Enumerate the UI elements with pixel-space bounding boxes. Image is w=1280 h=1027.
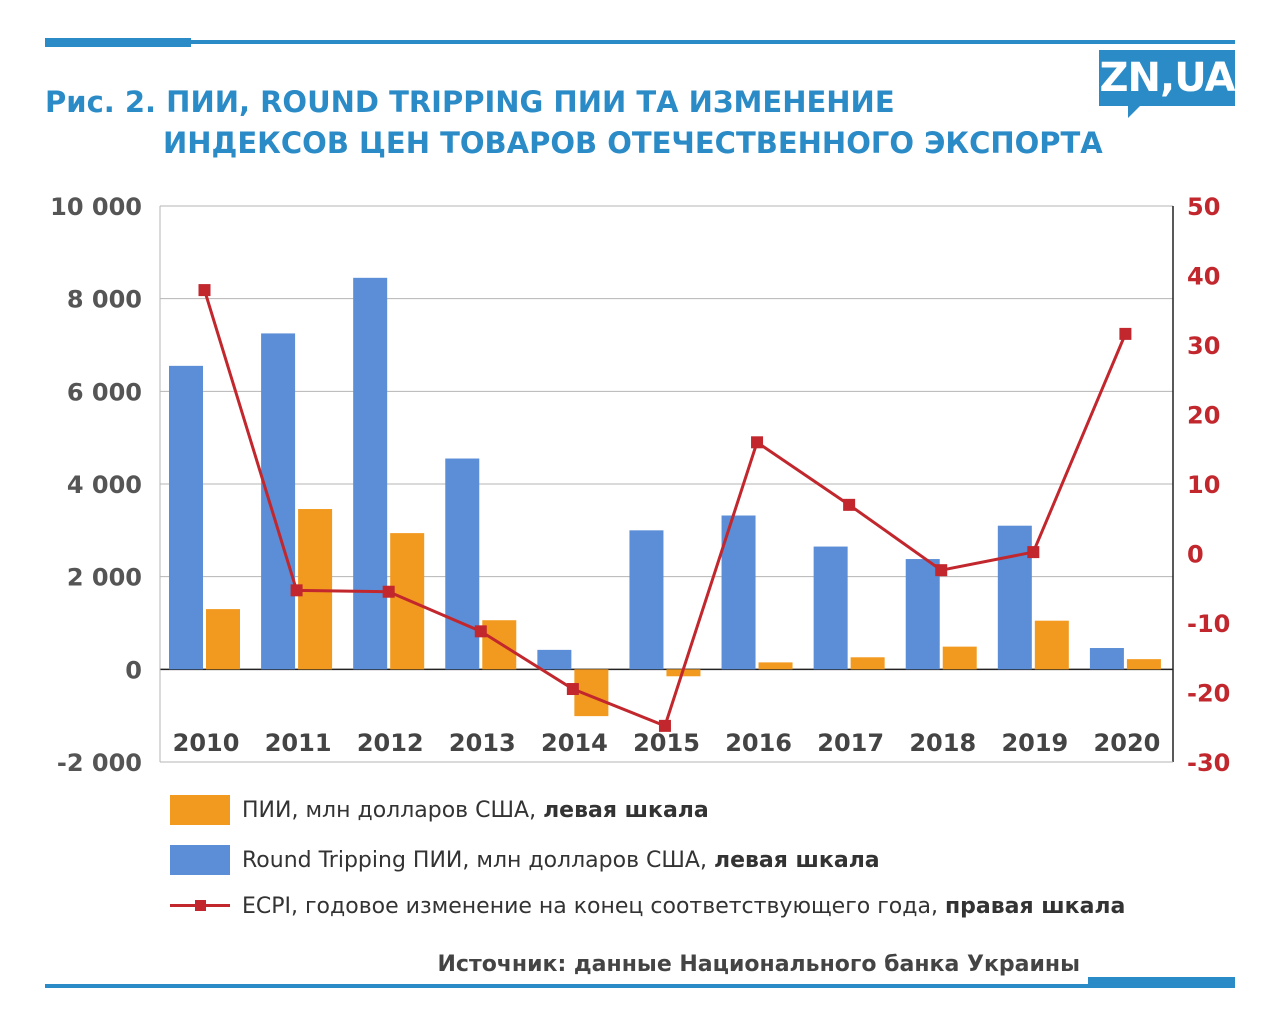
y-right-tick-label: 10 xyxy=(1187,471,1220,499)
bar-fdi xyxy=(942,646,977,670)
y-left-tick-label: 4 000 xyxy=(67,471,142,499)
bar-fdi xyxy=(850,657,885,670)
y-right-tick-label: 30 xyxy=(1187,332,1220,360)
bar-round-tripping xyxy=(629,530,664,670)
legend-item-fdi: ПИИ, млн долларов США, левая шкала xyxy=(170,793,1220,827)
legend-scale-fdi: левая шкала xyxy=(543,797,709,823)
legend-item-ecpi: ECPI, годовое изменение на конец соответ… xyxy=(170,889,1220,923)
x-tick-label: 2013 xyxy=(449,729,516,757)
bar-fdi xyxy=(206,609,240,670)
x-tick-label: 2018 xyxy=(909,729,976,757)
x-tick-label: 2017 xyxy=(817,729,884,757)
bar-fdi xyxy=(482,620,517,670)
bottom-rule xyxy=(45,984,1235,988)
ecpi-point xyxy=(935,564,948,577)
bar-fdi xyxy=(1034,620,1069,670)
bar-round-tripping xyxy=(997,525,1032,670)
x-tick-label: 2011 xyxy=(265,729,332,757)
ecpi-point xyxy=(382,585,395,598)
y-left-tick-label: -2 000 xyxy=(57,749,142,777)
x-tick-label: 2016 xyxy=(725,729,792,757)
ecpi-point xyxy=(474,625,487,638)
ecpi-point xyxy=(751,436,764,449)
chart-title: Рис. 2. ПИИ, ROUND TRIPPING ПИИ ТА ИЗМЕН… xyxy=(45,82,1105,164)
source-note: Источник: данные Национального банка Укр… xyxy=(437,952,1080,977)
bar-round-tripping xyxy=(445,458,480,670)
y-left-tick-label: 8 000 xyxy=(67,286,142,314)
x-tick-label: 2010 xyxy=(173,729,240,757)
ecpi-point xyxy=(1119,327,1132,340)
y-right-tick-label: 50 xyxy=(1187,193,1220,221)
legend-marker-ecpi xyxy=(195,900,206,911)
y-left-tick-label: 6 000 xyxy=(67,378,142,406)
legend-scale-round-tripping: левая шкала xyxy=(713,847,880,873)
legend-item-round-tripping: Round Tripping ПИИ, млн долларов США, ле… xyxy=(170,843,1220,877)
y-right-tick-label: 0 xyxy=(1187,541,1204,569)
y-left-tick-label: 10 000 xyxy=(50,193,142,221)
x-tick-label: 2019 xyxy=(1001,729,1068,757)
y-right-tick-label: -10 xyxy=(1187,610,1230,638)
legend-label-fdi: ПИИ, млн долларов США, левая шкала xyxy=(242,797,709,823)
legend-label-ecpi: ECPI, годовое изменение на конец соответ… xyxy=(242,893,1126,919)
bar-round-tripping xyxy=(721,515,756,670)
x-tick-label: 2015 xyxy=(633,729,700,757)
ecpi-point xyxy=(1027,546,1040,559)
ecpi-point xyxy=(843,498,856,511)
top-rule-accent xyxy=(45,38,191,47)
x-tick-label: 2012 xyxy=(357,729,424,757)
bar-round-tripping xyxy=(353,277,388,670)
bar-round-tripping xyxy=(169,365,203,670)
zn-ua-logo: ZN,UA xyxy=(1099,50,1235,106)
x-tick-label: 2020 xyxy=(1094,729,1161,757)
ecpi-point xyxy=(658,719,671,732)
y-right-tick-label: 40 xyxy=(1187,263,1220,291)
top-rule xyxy=(45,40,1235,44)
y-right-tick-label: -30 xyxy=(1187,749,1230,777)
bar-round-tripping xyxy=(261,333,296,670)
legend-label-round-tripping: Round Tripping ПИИ, млн долларов США, ле… xyxy=(242,847,880,873)
bar-round-tripping xyxy=(1089,648,1124,670)
ecpi-point xyxy=(566,683,579,696)
title-line-1: Рис. 2. ПИИ, ROUND TRIPPING ПИИ ТА ИЗМЕН… xyxy=(45,85,895,119)
y-left-tick-label: 2 000 xyxy=(67,564,142,592)
y-right-tick-label: 20 xyxy=(1187,402,1220,430)
ecpi-point xyxy=(290,584,303,597)
ecpi-point xyxy=(198,284,211,297)
y-right-tick-label: -20 xyxy=(1187,680,1230,708)
y-left-tick-label: 0 xyxy=(125,656,142,684)
bar-fdi xyxy=(1126,659,1161,670)
title-line-2: ИНДЕКСОВ ЦЕН ТОВАРОВ ОТЕЧЕСТВЕННОГО ЭКСП… xyxy=(163,126,1103,160)
bar-round-tripping xyxy=(813,546,848,670)
legend-swatch-round-tripping xyxy=(170,845,230,875)
bar-round-tripping xyxy=(537,649,572,670)
bar-round-tripping xyxy=(905,559,940,670)
logo-speech-tail xyxy=(1128,104,1142,118)
bottom-rule-accent xyxy=(1088,977,1235,986)
legend-swatch-fdi xyxy=(170,795,230,825)
ecpi-line xyxy=(203,289,1127,728)
x-tick-label: 2014 xyxy=(541,729,608,757)
legend-scale-ecpi: правая шкала xyxy=(944,893,1126,919)
bar-fdi xyxy=(758,662,793,670)
legend-swatch-ecpi xyxy=(170,891,230,921)
